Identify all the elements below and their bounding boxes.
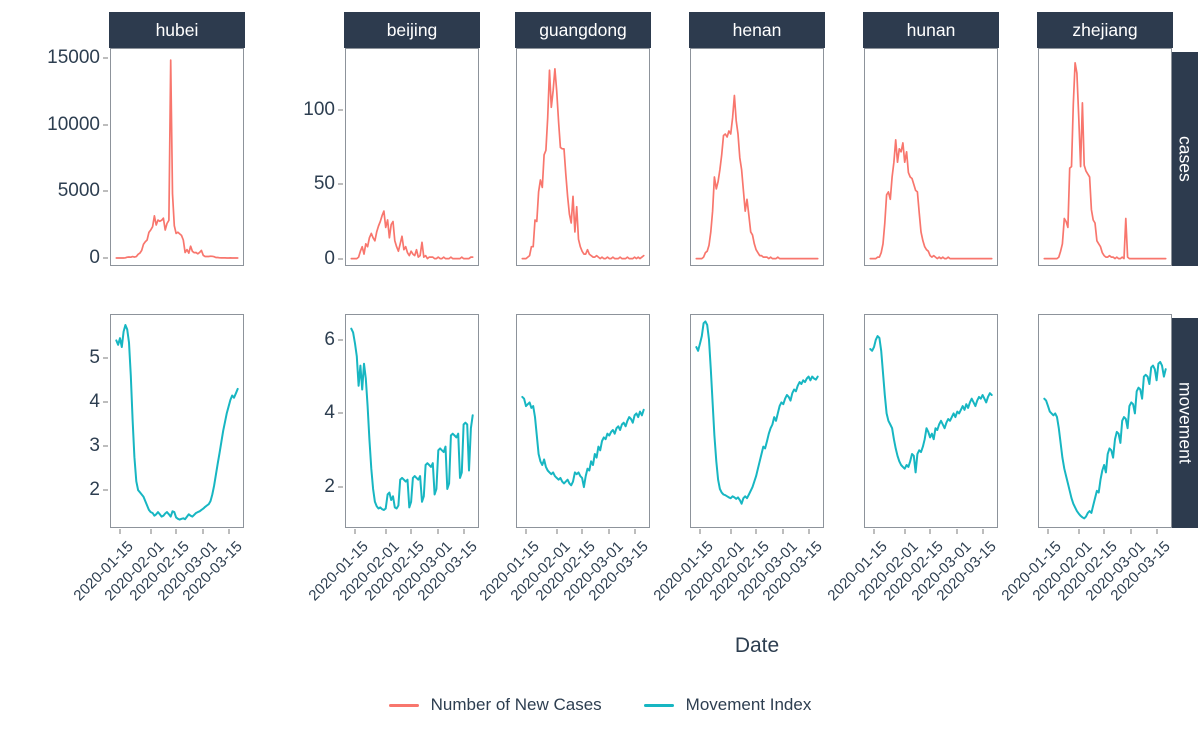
x-tick-mark	[384, 529, 387, 534]
line-cases-beijing	[350, 210, 474, 260]
x-tick-mark	[755, 529, 758, 534]
x-tick-mark	[118, 529, 121, 534]
x-tick-mark	[555, 529, 558, 534]
line-cases-zhejiang	[1043, 61, 1167, 260]
y-tick-mark	[338, 257, 343, 260]
x-axis-title: Date	[734, 634, 780, 657]
x-tick-mark	[1155, 529, 1158, 534]
y-tick-mark	[338, 412, 343, 415]
line-movement-hubei	[115, 324, 239, 521]
panel-movement-henan	[690, 314, 824, 528]
panel-cases-beijing	[345, 48, 479, 266]
x-tick-mark	[807, 529, 810, 534]
y-tick-mark	[338, 486, 343, 489]
panel-cases-guangdong	[516, 48, 650, 266]
y-tick-mark	[338, 338, 343, 341]
x-tick-mark	[524, 529, 527, 534]
x-tick-mark	[227, 529, 230, 534]
panel-cases-henan	[690, 48, 824, 266]
facet-strip-movement: movement	[1172, 318, 1198, 528]
line-cases-guangdong	[521, 67, 645, 260]
x-tick-mark	[149, 529, 152, 534]
x-tick-mark	[410, 529, 413, 534]
y-tick-label: 4	[324, 402, 335, 424]
y-tick-mark	[103, 123, 108, 126]
y-tick-mark	[103, 57, 108, 59]
x-tick-mark	[581, 529, 584, 534]
line-movement-hunan	[869, 335, 993, 474]
legend-key-line	[388, 703, 419, 707]
line-movement-guangdong	[521, 395, 645, 489]
x-tick-mark	[929, 529, 932, 534]
facet-strip-henan: henan	[689, 12, 825, 48]
x-tick-mark	[202, 529, 205, 534]
panel-movement-guangdong	[516, 314, 650, 528]
legend-item: Number of New Cases	[388, 695, 602, 715]
legend-key-line	[643, 703, 674, 707]
legend-label: Number of New Cases	[430, 695, 602, 714]
x-tick-mark	[1103, 529, 1106, 534]
panel-cases-hubei	[110, 48, 244, 266]
x-tick-mark	[903, 529, 906, 534]
x-tick-mark	[956, 529, 959, 534]
x-tick-mark	[1077, 529, 1080, 534]
panel-cases-zhejiang	[1038, 48, 1172, 266]
panel-movement-hunan	[864, 314, 998, 528]
line-cases-hubei	[115, 59, 239, 259]
y-tick-label: 5	[89, 347, 100, 369]
y-tick-label: 3	[89, 435, 100, 457]
y-tick-mark	[103, 401, 108, 404]
y-tick-label: 6	[324, 328, 335, 350]
line-movement-zhejiang	[1043, 360, 1167, 520]
y-tick-mark	[103, 489, 108, 492]
y-tick-label: 50	[313, 173, 335, 195]
line-movement-henan	[695, 320, 819, 505]
facet-strip-hunan: hunan	[863, 12, 999, 48]
y-tick-label: 100	[303, 99, 335, 121]
panel-movement-hubei	[110, 314, 244, 528]
y-tick-label: 2	[89, 479, 100, 501]
x-tick-mark	[1046, 529, 1049, 534]
facet-strip-hubei: hubei	[109, 12, 245, 48]
y-tick-mark	[103, 190, 108, 193]
x-tick-mark	[462, 529, 465, 534]
y-tick-label: 10000	[47, 113, 100, 135]
x-tick-mark	[353, 529, 356, 534]
x-tick-mark	[608, 529, 611, 534]
panel-movement-zhejiang	[1038, 314, 1172, 528]
y-tick-label: 4	[89, 391, 100, 413]
x-tick-mark	[729, 529, 732, 534]
y-tick-label: 0	[324, 247, 335, 269]
x-tick-mark	[782, 529, 785, 534]
legend-label: Movement Index	[685, 695, 812, 714]
legend: Number of New Cases Movement Index	[0, 690, 1200, 720]
y-tick-mark	[103, 257, 108, 259]
panel-cases-hunan	[864, 48, 998, 266]
facet-strip-guangdong: guangdong	[515, 12, 651, 48]
y-tick-label: 15000	[47, 47, 100, 68]
x-tick-mark	[437, 529, 440, 534]
y-tick-mark	[338, 183, 343, 186]
x-tick-mark	[981, 529, 984, 534]
y-tick-label: 2	[324, 476, 335, 498]
x-tick-mark	[698, 529, 701, 534]
x-tick-mark	[633, 529, 636, 534]
facet-strip-zhejiang: zhejiang	[1037, 12, 1173, 48]
line-cases-hunan	[869, 139, 993, 260]
y-tick-label: 5000	[57, 180, 100, 202]
y-tick-mark	[338, 109, 343, 112]
x-tick-mark	[175, 529, 178, 534]
line-movement-beijing	[350, 327, 474, 511]
y-tick-mark	[103, 357, 108, 360]
legend-item: Movement Index	[643, 695, 812, 715]
y-tick-mark	[103, 445, 108, 448]
facet-strip-beijing: beijing	[344, 12, 480, 48]
line-cases-henan	[695, 94, 819, 260]
panel-movement-beijing	[345, 314, 479, 528]
x-tick-mark	[1130, 529, 1133, 534]
facet-strip-cases: cases	[1172, 52, 1198, 266]
x-tick-mark	[872, 529, 875, 534]
y-tick-label: 0	[89, 247, 100, 268]
